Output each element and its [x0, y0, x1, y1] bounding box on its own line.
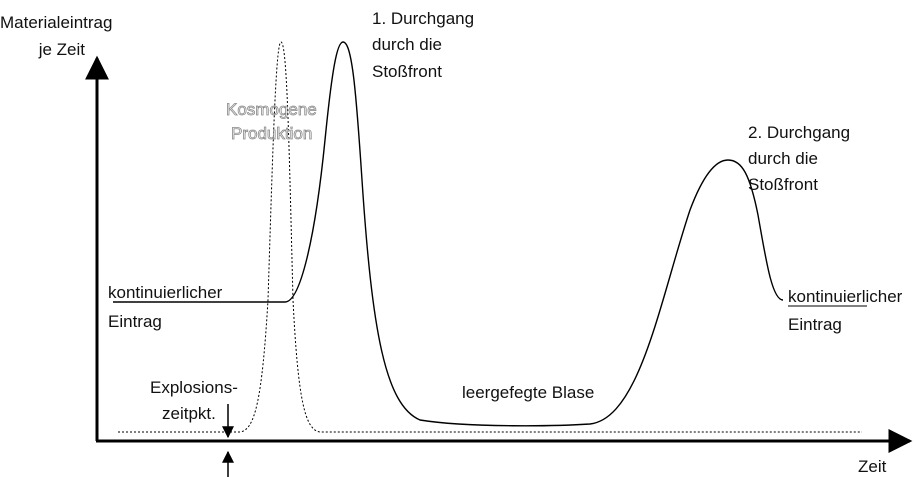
- label: Eintrag: [788, 315, 842, 334]
- label: 2. Durchgang: [748, 123, 850, 142]
- label: 1. Durchgang: [372, 9, 474, 28]
- label: durch die: [372, 35, 442, 54]
- y-axis-label: je Zeit: [38, 40, 86, 59]
- y-axis-label: Materialeintrag: [0, 13, 112, 32]
- label: kontinuierlicher: [788, 287, 903, 306]
- label: Explosions-: [150, 378, 238, 397]
- label: Eintrag: [108, 312, 162, 331]
- label: Produktion: [231, 124, 312, 143]
- x-axis-label: Zeit: [858, 457, 887, 476]
- material-curve: [113, 41, 784, 427]
- label: zeitpkt.: [162, 404, 216, 423]
- cosmogenic-curve: [118, 41, 862, 433]
- label: Kosmogene: [226, 100, 317, 119]
- label: Stoßfront: [748, 175, 818, 194]
- label: Stoßfront: [372, 62, 442, 81]
- label: kontinuierlicher: [108, 283, 223, 302]
- label: durch die: [748, 149, 818, 168]
- label: leergefegte Blase: [462, 383, 594, 402]
